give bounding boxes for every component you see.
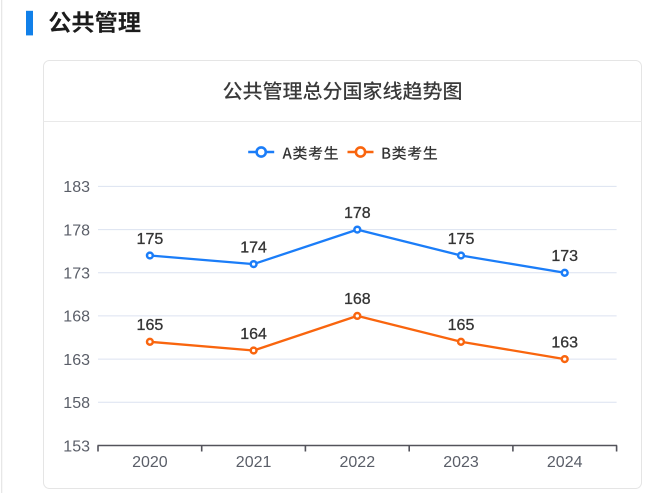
svg-text:2022: 2022	[340, 454, 376, 471]
svg-text:2020: 2020	[132, 454, 168, 471]
svg-text:175: 175	[137, 231, 164, 248]
svg-text:173: 173	[551, 248, 578, 265]
svg-text:163: 163	[551, 334, 578, 351]
svg-text:168: 168	[344, 291, 371, 308]
svg-text:153: 153	[63, 438, 90, 455]
svg-text:175: 175	[448, 231, 475, 248]
svg-text:165: 165	[448, 317, 475, 334]
svg-text:173: 173	[63, 266, 90, 283]
svg-text:183: 183	[63, 179, 90, 196]
svg-text:174: 174	[240, 239, 267, 256]
svg-text:178: 178	[63, 222, 90, 239]
svg-text:168: 168	[63, 309, 90, 326]
svg-text:165: 165	[137, 317, 164, 334]
svg-text:2021: 2021	[236, 454, 272, 471]
svg-text:158: 158	[63, 395, 90, 412]
svg-text:163: 163	[63, 352, 90, 369]
svg-text:2023: 2023	[443, 454, 479, 471]
svg-text:2024: 2024	[547, 454, 583, 471]
svg-text:178: 178	[344, 205, 371, 222]
svg-text:164: 164	[240, 326, 267, 343]
